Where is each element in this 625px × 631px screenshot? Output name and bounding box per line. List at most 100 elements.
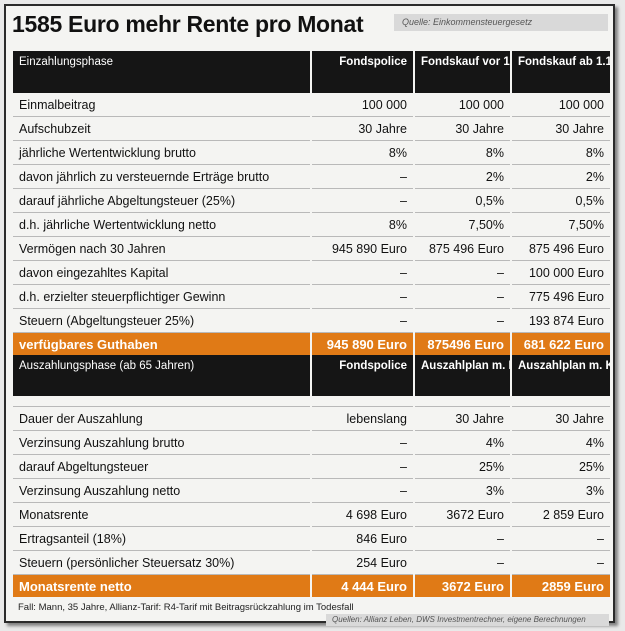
total-value: 681 622 Euro (510, 332, 610, 355)
cell-value: 193 874 Euro (510, 308, 610, 333)
cell-value: – (413, 284, 511, 309)
page-title: 1585 Euro mehr Rente pro Monat (12, 11, 364, 37)
table-row: Steuern (persönlicher Steuersatz 30%) 254… (13, 550, 610, 575)
table-row: Vermögen nach 30 Jahren 945 890 Euro 875 4… (13, 236, 610, 261)
table-row: davon eingezahltes Kapital – –100 000 Euro (13, 260, 610, 285)
cell-value: – (510, 526, 610, 551)
row-label: Einmalbeitrag (13, 93, 311, 117)
total-value: 875496 Euro (413, 332, 511, 355)
cell-value: 7,50% (510, 212, 610, 237)
cell-value: – (310, 164, 414, 189)
cell-value: 100 000 Euro (510, 260, 610, 285)
cell-value: 7,50% (413, 212, 511, 237)
row-label: darauf Abgeltungsteuer (13, 454, 311, 479)
footer-source: Quellen: Allianz Leben, DWS Investmentre… (326, 614, 609, 626)
cell-value: 4% (510, 430, 610, 455)
cell-value: 2% (510, 164, 610, 189)
cell-value: 100 000 (310, 93, 414, 117)
row-label: Ertragsanteil (18%) (13, 526, 311, 551)
cell-value: 8% (510, 140, 610, 165)
cell-value: 254 Euro (310, 550, 414, 575)
cell-value: 875 496 Euro (510, 236, 610, 261)
phase1-total-row: verfügbares Guthaben 945 890 Euro 875496 E… (13, 332, 610, 355)
row-label: Vermögen nach 30 Jahren (13, 236, 311, 261)
phase1-column-header: Fondspolice (310, 51, 414, 93)
cell-value: 875 496 Euro (413, 236, 511, 261)
table-row: Verzinsung Auszahlung netto –3% 3% (13, 478, 610, 503)
cell-value: 0,5% (413, 188, 511, 213)
cell-value: 4 698 Euro (310, 502, 414, 527)
cell-value: – (310, 430, 414, 455)
table-row: Monatsrente 4 698 Euro 3672 Euro 2 859 Euro (13, 502, 610, 527)
phase2-header-row: Auszahlungsphase (ab 65 Jahren) Fondspoli… (13, 355, 610, 396)
spacer-cell (13, 396, 311, 407)
cell-value: – (310, 188, 414, 213)
row-label: Steuern (persönlicher Steuersatz 30%) (13, 550, 311, 575)
row-label: d.h. jährliche Wertentwicklung netto (13, 212, 311, 237)
row-label: Verzinsung Auszahlung netto (13, 478, 311, 503)
cell-value: 775 496 Euro (510, 284, 610, 309)
cell-value: – (413, 260, 511, 285)
cell-value: 30 Jahre (310, 116, 414, 141)
cell-value: 4% (413, 430, 511, 455)
table-row: jährliche Wertentwicklung brutto 8% 8% 8% (13, 140, 610, 165)
table-row: darauf Abgeltungsteuer –25% 25% (13, 454, 610, 479)
table-row: d.h. jährliche Wertentwicklung netto 8% 7,… (13, 212, 610, 237)
cell-value: – (413, 308, 511, 333)
table-row: Ertragsanteil (18%) 846 Euro – – (13, 526, 610, 551)
cell-value: 30 Jahre (510, 406, 610, 431)
spacer-cell (310, 396, 414, 407)
total-value: 3672 Euro (413, 574, 511, 597)
cell-value: lebenslang (310, 406, 414, 431)
cell-value: 30 Jahre (510, 116, 610, 141)
table-row: Dauer der Auszahlung lebenslang 30 Jahre 30… (13, 406, 610, 431)
row-label: Dauer der Auszahlung (13, 406, 311, 431)
table-row: Einmalbeitrag 100 000 100 000 100 000 (13, 93, 610, 117)
cell-value: – (510, 550, 610, 575)
total-value: 2859 Euro (510, 574, 610, 597)
cell-value: 25% (413, 454, 511, 479)
cell-value: 0,5% (510, 188, 610, 213)
row-label: Verzinsung Auszahlung brutto (13, 430, 311, 455)
phase2-column-header: Fondspolice (310, 355, 414, 396)
cell-value: 30 Jahre (413, 406, 511, 431)
cell-value: – (310, 478, 414, 503)
row-label: Steuern (Abgeltungsteuer 25%) (13, 308, 311, 333)
total-label: Monatsrente netto (13, 574, 311, 597)
table-row: darauf jährliche Abgeltungsteuer (25%) –0… (13, 188, 610, 213)
total-value: 945 890 Euro (310, 332, 414, 355)
cell-value: 3% (510, 478, 610, 503)
cell-value: 25% (510, 454, 610, 479)
table-row: Aufschubzeit 30 Jahre 30 Jahre 30 Jahre (13, 116, 610, 141)
cell-value: – (310, 454, 414, 479)
phase1-title: Einzahlungsphase (13, 51, 311, 93)
phase2-column-header: Auszahlplan m. Kap.-Verzehr (413, 355, 511, 396)
phase2-title: Auszahlungsphase (ab 65 Jahren) (13, 355, 311, 396)
spacer-cell (413, 396, 511, 407)
phase2-total-row: Monatsrente netto 4 444 Euro 3672 Euro 2859… (13, 574, 610, 597)
phase2-column-header: Auszahlplan m. Kap.-Verzehr (510, 355, 610, 396)
phase1-header-row: Einzahlungsphase Fondspolice Fondskauf vor… (13, 51, 610, 93)
row-label: davon jährlich zu versteuernde Erträge b… (13, 164, 311, 189)
cell-value: 3672 Euro (413, 502, 511, 527)
phase1-column-header: Fondskauf vor 1.1.2009 (413, 51, 511, 93)
footer-note: Fall: Mann, 35 Jahre, Allianz-Tarif: R4-… (18, 602, 354, 613)
cell-value: – (413, 550, 511, 575)
cell-value: 3% (413, 478, 511, 503)
table-row: Steuern (Abgeltungsteuer 25%) – –193 874 E… (13, 308, 610, 333)
table-row: Verzinsung Auszahlung brutto –4% 4% (13, 430, 610, 455)
cell-value: 2% (413, 164, 511, 189)
cell-value: 8% (310, 140, 414, 165)
cell-value: 100 000 (510, 93, 610, 117)
spacer-cell (510, 396, 610, 407)
infographic-frame: 1585 Euro mehr Rente pro Monat Quelle: E… (4, 4, 615, 626)
pension-comparison-table: Einzahlungsphase Fondspolice Fondskauf vor… (13, 51, 610, 597)
spacer-row (13, 396, 610, 407)
cell-value: 2 859 Euro (510, 502, 610, 527)
table-row: d.h. erzielter steuerpflichtiger Gewinn –… (13, 284, 610, 309)
cell-value: 846 Euro (310, 526, 414, 551)
row-label: davon eingezahltes Kapital (13, 260, 311, 285)
row-label: darauf jährliche Abgeltungsteuer (25%) (13, 188, 311, 213)
cell-value: – (413, 526, 511, 551)
row-label: jährliche Wertentwicklung brutto (13, 140, 311, 165)
